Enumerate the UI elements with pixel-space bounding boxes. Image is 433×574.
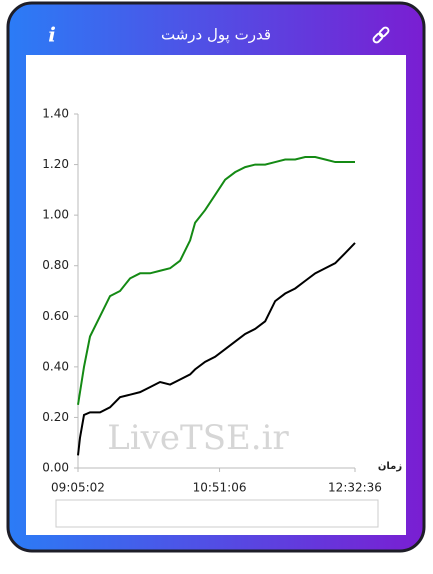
link-icon-part (378, 26, 390, 38)
y-tick-label: 0.40 (42, 359, 69, 373)
y-tick-label: 1.20 (42, 157, 69, 171)
link-icon[interactable] (372, 26, 390, 44)
y-tick-label: 0.20 (42, 410, 69, 424)
y-tick-label: 1.00 (42, 208, 69, 222)
legend-box (55, 499, 379, 528)
chart-panel (26, 55, 406, 535)
y-tick-label: 0.00 (42, 461, 69, 475)
info-icon[interactable]: i (48, 23, 56, 47)
header-title: قدرت پول درشت (161, 26, 271, 45)
x-axis-label: زمان (378, 461, 402, 472)
series-line (77, 242, 356, 456)
series-line (77, 155, 355, 405)
x-tick-label: 12:32:36 (328, 481, 382, 495)
x-tick-label: 10:51:06 (193, 481, 247, 495)
link-icon-part (372, 32, 384, 44)
y-tick-label: 0.80 (42, 258, 69, 272)
y-tick-label: 1.40 (42, 107, 69, 121)
watermark: LiveTSE.ir (107, 418, 289, 458)
x-tick-label: 09:05:02 (51, 481, 105, 495)
y-tick-label: 0.60 (42, 309, 69, 323)
